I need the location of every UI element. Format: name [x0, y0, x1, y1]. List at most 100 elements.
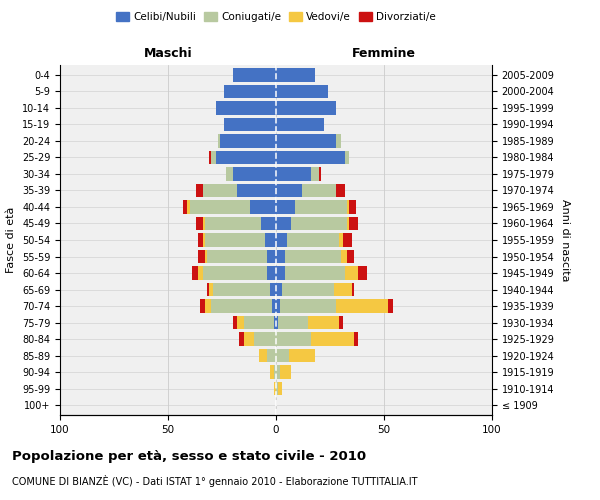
- Bar: [291, 217, 347, 230]
- Bar: [200, 300, 205, 312]
- Bar: [269, 283, 276, 296]
- Bar: [354, 332, 358, 345]
- Bar: [311, 332, 354, 345]
- Bar: [276, 250, 284, 263]
- Bar: [308, 316, 338, 329]
- Bar: [198, 234, 203, 246]
- Bar: [284, 266, 345, 280]
- Bar: [220, 134, 276, 147]
- Bar: [274, 382, 276, 395]
- Bar: [280, 366, 291, 378]
- Bar: [209, 151, 211, 164]
- Bar: [268, 250, 276, 263]
- Bar: [183, 200, 187, 213]
- Bar: [276, 85, 328, 98]
- Bar: [343, 234, 352, 246]
- Bar: [211, 300, 272, 312]
- Bar: [276, 134, 337, 147]
- Bar: [338, 316, 343, 329]
- Bar: [244, 316, 274, 329]
- Bar: [276, 300, 280, 312]
- Y-axis label: Fasce di età: Fasce di età: [7, 207, 16, 273]
- Bar: [276, 349, 289, 362]
- Bar: [254, 332, 276, 345]
- Bar: [268, 349, 276, 362]
- Bar: [280, 300, 337, 312]
- Bar: [287, 234, 338, 246]
- Bar: [334, 283, 352, 296]
- Bar: [215, 102, 276, 114]
- Bar: [347, 250, 354, 263]
- Bar: [205, 234, 265, 246]
- Bar: [259, 349, 268, 362]
- Bar: [268, 266, 276, 280]
- Text: Maschi: Maschi: [143, 47, 193, 60]
- Bar: [337, 300, 388, 312]
- Bar: [224, 118, 276, 131]
- Bar: [211, 151, 215, 164]
- Bar: [198, 250, 205, 263]
- Bar: [272, 300, 276, 312]
- Bar: [261, 217, 276, 230]
- Bar: [345, 151, 349, 164]
- Bar: [233, 316, 237, 329]
- Bar: [311, 168, 319, 180]
- Bar: [276, 118, 323, 131]
- Bar: [233, 168, 276, 180]
- Bar: [265, 234, 276, 246]
- Text: Popolazione per età, sesso e stato civile - 2010: Popolazione per età, sesso e stato civil…: [12, 450, 366, 463]
- Bar: [276, 151, 345, 164]
- Bar: [205, 300, 211, 312]
- Bar: [244, 332, 254, 345]
- Bar: [237, 184, 276, 197]
- Bar: [278, 316, 308, 329]
- Bar: [203, 217, 205, 230]
- Bar: [203, 184, 237, 197]
- Bar: [274, 316, 276, 329]
- Bar: [284, 250, 341, 263]
- Bar: [283, 283, 334, 296]
- Bar: [239, 332, 244, 345]
- Bar: [278, 382, 283, 395]
- Bar: [347, 200, 349, 213]
- Bar: [203, 266, 268, 280]
- Bar: [276, 200, 295, 213]
- Bar: [224, 85, 276, 98]
- Bar: [358, 266, 367, 280]
- Bar: [274, 366, 276, 378]
- Bar: [190, 200, 250, 213]
- Bar: [319, 168, 322, 180]
- Bar: [196, 184, 203, 197]
- Bar: [338, 234, 343, 246]
- Bar: [215, 151, 276, 164]
- Bar: [349, 200, 356, 213]
- Bar: [214, 283, 269, 296]
- Bar: [276, 316, 278, 329]
- Bar: [276, 382, 278, 395]
- Bar: [352, 283, 354, 296]
- Bar: [302, 184, 337, 197]
- Bar: [276, 366, 280, 378]
- Bar: [276, 102, 337, 114]
- Bar: [196, 217, 203, 230]
- Bar: [205, 250, 207, 263]
- Legend: Celibi/Nubili, Coniugati/e, Vedovi/e, Divorziati/e: Celibi/Nubili, Coniugati/e, Vedovi/e, Di…: [112, 8, 440, 26]
- Bar: [276, 184, 302, 197]
- Bar: [218, 134, 220, 147]
- Bar: [337, 184, 345, 197]
- Bar: [250, 200, 276, 213]
- Y-axis label: Anni di nascita: Anni di nascita: [560, 198, 570, 281]
- Bar: [295, 200, 347, 213]
- Bar: [269, 366, 274, 378]
- Bar: [207, 283, 209, 296]
- Bar: [276, 266, 284, 280]
- Bar: [289, 349, 315, 362]
- Bar: [276, 332, 311, 345]
- Bar: [198, 266, 203, 280]
- Bar: [349, 217, 358, 230]
- Bar: [276, 68, 315, 82]
- Bar: [192, 266, 198, 280]
- Bar: [276, 217, 291, 230]
- Bar: [341, 250, 347, 263]
- Bar: [209, 283, 214, 296]
